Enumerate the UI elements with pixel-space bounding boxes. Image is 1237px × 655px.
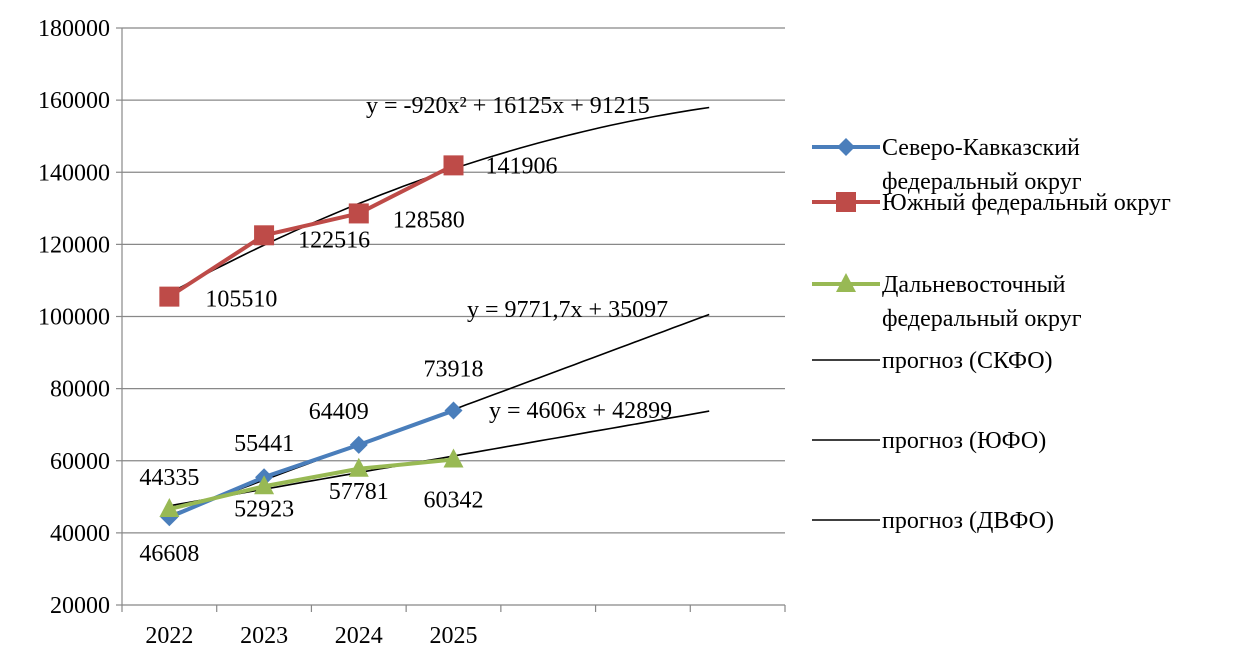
legend-label: Северо-Кавказский (882, 135, 1080, 161)
x-tick-label: 2025 (430, 623, 478, 649)
data-label: 128580 (393, 207, 465, 233)
data-label: 141906 (486, 153, 558, 179)
x-tick-label: 2023 (240, 623, 288, 649)
y-tick-label: 80000 (50, 377, 110, 403)
y-tick-label: 120000 (38, 232, 110, 258)
data-label: 44335 (139, 465, 199, 491)
data-label: 122516 (298, 227, 370, 253)
trendline-equation: y = 9771,7x + 35097 (467, 297, 668, 323)
data-point (443, 155, 464, 176)
x-tick-label: 2024 (335, 623, 383, 649)
data-label: 57781 (329, 479, 389, 505)
data-point (348, 203, 369, 224)
data-label: 55441 (234, 431, 294, 457)
data-point (254, 225, 275, 246)
data-label: 105510 (205, 287, 277, 313)
data-point (160, 508, 179, 527)
data-point (348, 457, 369, 477)
data-point (159, 286, 180, 307)
legend-item: Северо-Кавказский федеральный округ (812, 135, 1082, 195)
legend-item: Южный федеральный округ (812, 190, 1171, 216)
data-label: 73918 (424, 357, 484, 383)
data-label: 52923 (234, 496, 294, 522)
x-tick-label: 2022 (145, 623, 193, 649)
y-tick-label: 100000 (38, 305, 110, 331)
legend-label: Дальневосточный (882, 272, 1066, 298)
grid (116, 27, 785, 606)
legend-label: Южный федеральный округ (882, 190, 1171, 216)
y-tick-label: 160000 (38, 88, 110, 114)
series-line-2 (168, 457, 454, 511)
trendline-прогноз-юфо- (169, 106, 710, 295)
trendline-equation: y = 4606x + 42899 (489, 398, 672, 424)
legend-label: прогноз (ЮФО) (882, 428, 1046, 454)
y-tick-label: 60000 (50, 449, 110, 475)
data-point (159, 498, 180, 518)
legend-item: Дальневосточный федеральный округ (812, 272, 1082, 332)
legend-item: прогноз (СКФО) (812, 348, 1053, 374)
legend-item: прогноз (ЮФО) (812, 428, 1046, 454)
y-tick-label: 140000 (38, 160, 110, 186)
y-tick-label: 40000 (50, 521, 110, 547)
legend-label: федеральный округ (882, 169, 1082, 195)
data-point (443, 448, 464, 468)
data-point (254, 475, 275, 495)
data-point (349, 435, 368, 454)
data-point (444, 401, 463, 420)
legend-label: прогноз (СКФО) (882, 348, 1053, 374)
legend-label: федеральный округ (882, 306, 1082, 332)
legend-marker (837, 138, 855, 156)
y-tick-label: 180000 (38, 16, 110, 42)
series-line-1 (168, 163, 455, 299)
data-label: 60342 (424, 488, 484, 514)
legend-marker (836, 273, 856, 292)
data-label: 64409 (309, 399, 369, 425)
legend-label: прогноз (ДВФО) (882, 508, 1054, 534)
y-tick-label: 20000 (50, 593, 110, 619)
legend-marker (836, 192, 856, 212)
data-label: 46608 (139, 541, 199, 567)
legend-item: прогноз (ДВФО) (812, 508, 1054, 534)
trendline-equation: y = -920x² + 16125x + 91215 (366, 93, 650, 119)
